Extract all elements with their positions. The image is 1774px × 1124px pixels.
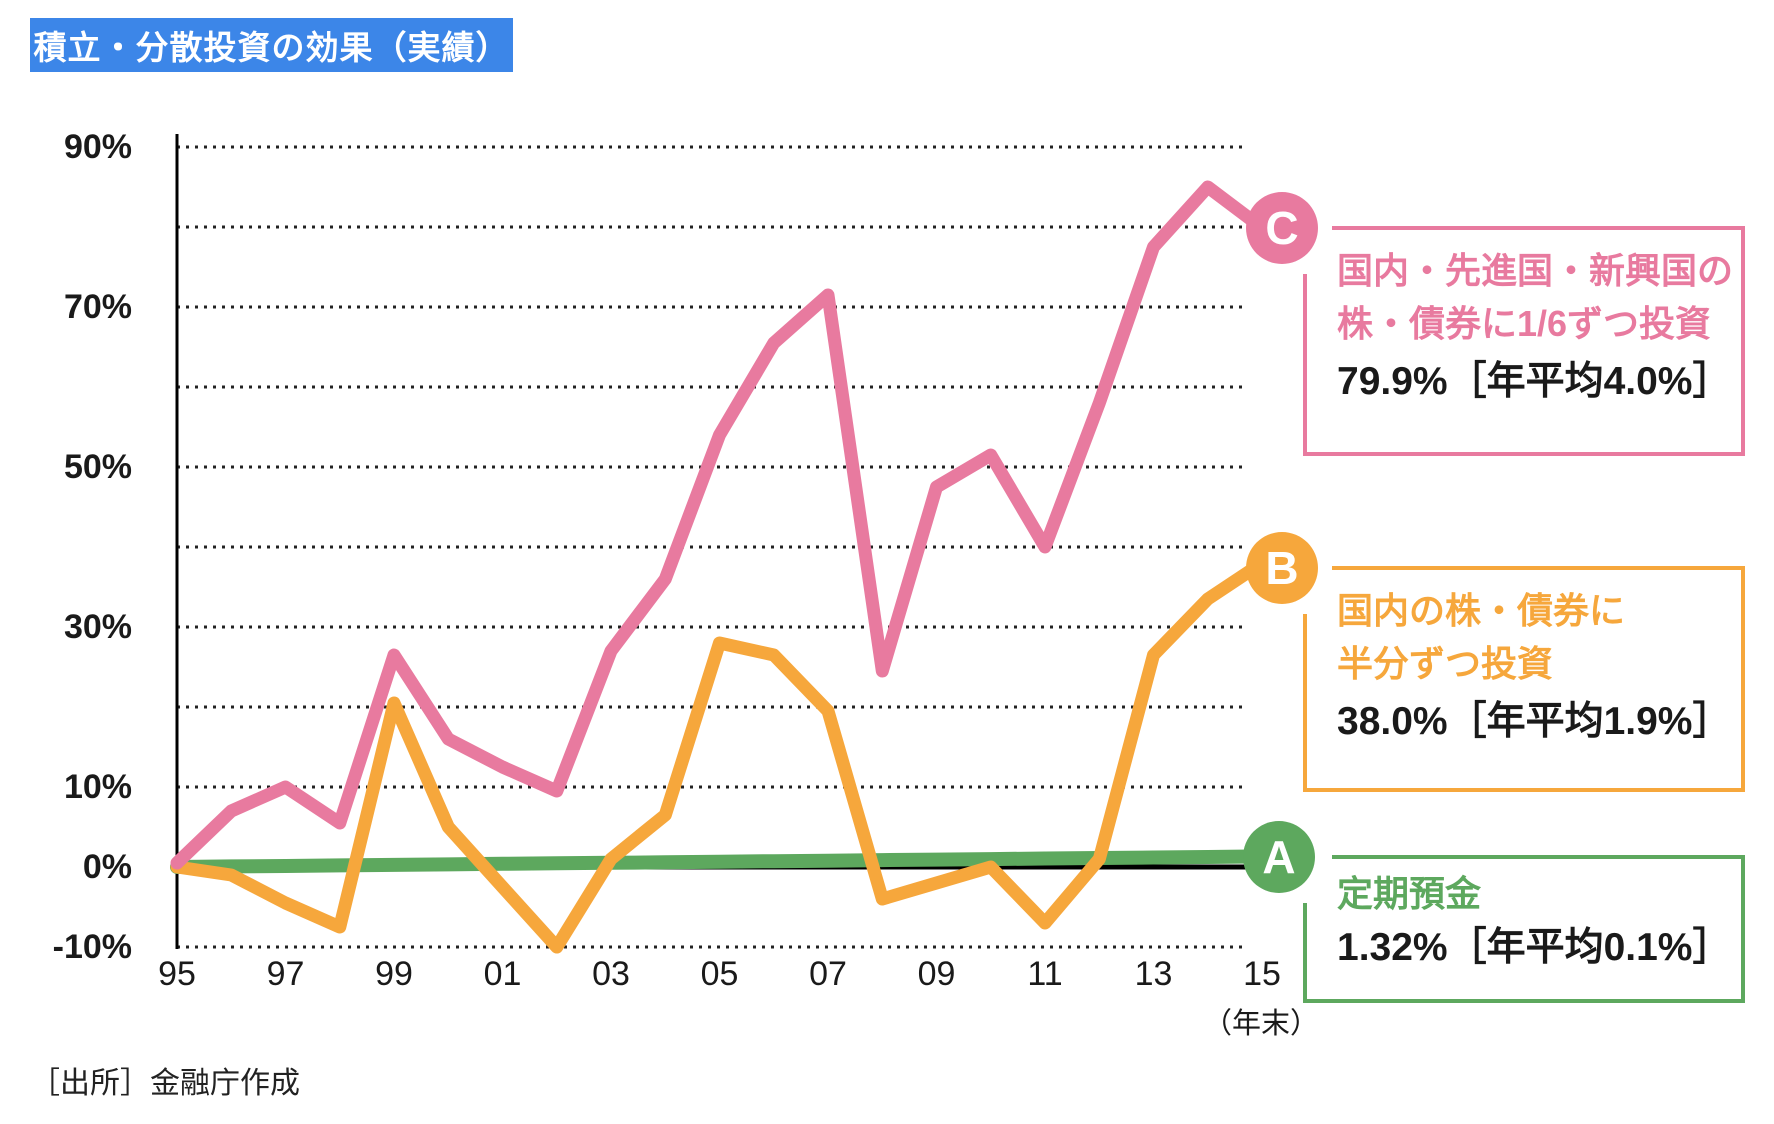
legend-b-heading: 国内の株・債券に 半分ずつ投資 <box>1337 584 1741 690</box>
chart-title: 積立・分散投資の効果（実績） <box>33 29 510 66</box>
y-tick-label-70%: 70% <box>63 288 132 326</box>
x-tick-label-97: 97 <box>266 955 305 993</box>
legend-a-line1: 定期預金 <box>1337 873 1482 914</box>
legend-a-box: 定期預金 1.32%［年平均0.1%］ <box>1303 855 1745 1003</box>
x-tick-label-09: 09 <box>917 955 956 993</box>
x-tick-label-11: 11 <box>1027 955 1063 993</box>
legend-c-box: 国内・先進国・新興国の 株・債券に1/6ずつ投資 79.9%［年平均4.0%］ <box>1303 226 1745 456</box>
y-tick-label-0%: 0% <box>82 848 132 886</box>
x-axis-unit-label: （年末） <box>1202 1008 1319 1040</box>
legend-c-line2: 株・債券に1/6ずつ投資 <box>1337 303 1712 344</box>
x-tick-label-07: 07 <box>809 955 847 993</box>
legend-c-result: 79.9%［年平均4.0%］ <box>1337 360 1732 403</box>
y-tick-label--10%: -10% <box>52 928 132 966</box>
legend-b-box: 国内の株・債券に 半分ずつ投資 38.0%［年平均1.9%］ <box>1303 566 1745 792</box>
legend-c-badge: C <box>1246 192 1318 264</box>
x-tick-label-05: 05 <box>700 955 739 993</box>
legend-c-line1: 国内・先進国・新興国の <box>1337 250 1734 291</box>
y-tick-label-90%: 90% <box>63 128 132 166</box>
legend-b-result: 38.0%［年平均1.9%］ <box>1337 700 1732 743</box>
legend-c-heading: 国内・先進国・新興国の 株・債券に1/6ずつ投資 <box>1337 244 1741 350</box>
legend-a-result: 1.32%［年平均0.1%］ <box>1337 926 1732 969</box>
x-tick-label-01: 01 <box>483 955 522 993</box>
x-tick-label-13: 13 <box>1134 955 1173 993</box>
x-tick-label-99: 99 <box>375 955 413 993</box>
x-tick-label-95: 95 <box>158 955 196 993</box>
y-tick-label-50%: 50% <box>63 448 132 486</box>
legend-b-line2: 半分ずつ投資 <box>1337 643 1554 684</box>
y-tick-label-10%: 10% <box>63 768 132 806</box>
series-line-C <box>170 180 1269 870</box>
x-tick-label-15: 15 <box>1243 955 1281 993</box>
series-line-B <box>170 556 1269 954</box>
legend-b-line1: 国内の株・債券に <box>1337 590 1626 631</box>
legend-a-heading: 定期預金 <box>1337 867 1741 920</box>
legend-b-badge: B <box>1246 532 1318 604</box>
chart-title-badge: 積立・分散投資の効果（実績） <box>30 18 513 72</box>
source-note: ［出所］金融庁作成 <box>30 1067 300 1100</box>
x-tick-label-03: 03 <box>592 955 630 993</box>
legend-a-badge: A <box>1243 821 1315 893</box>
y-tick-label-30%: 30% <box>63 608 132 646</box>
